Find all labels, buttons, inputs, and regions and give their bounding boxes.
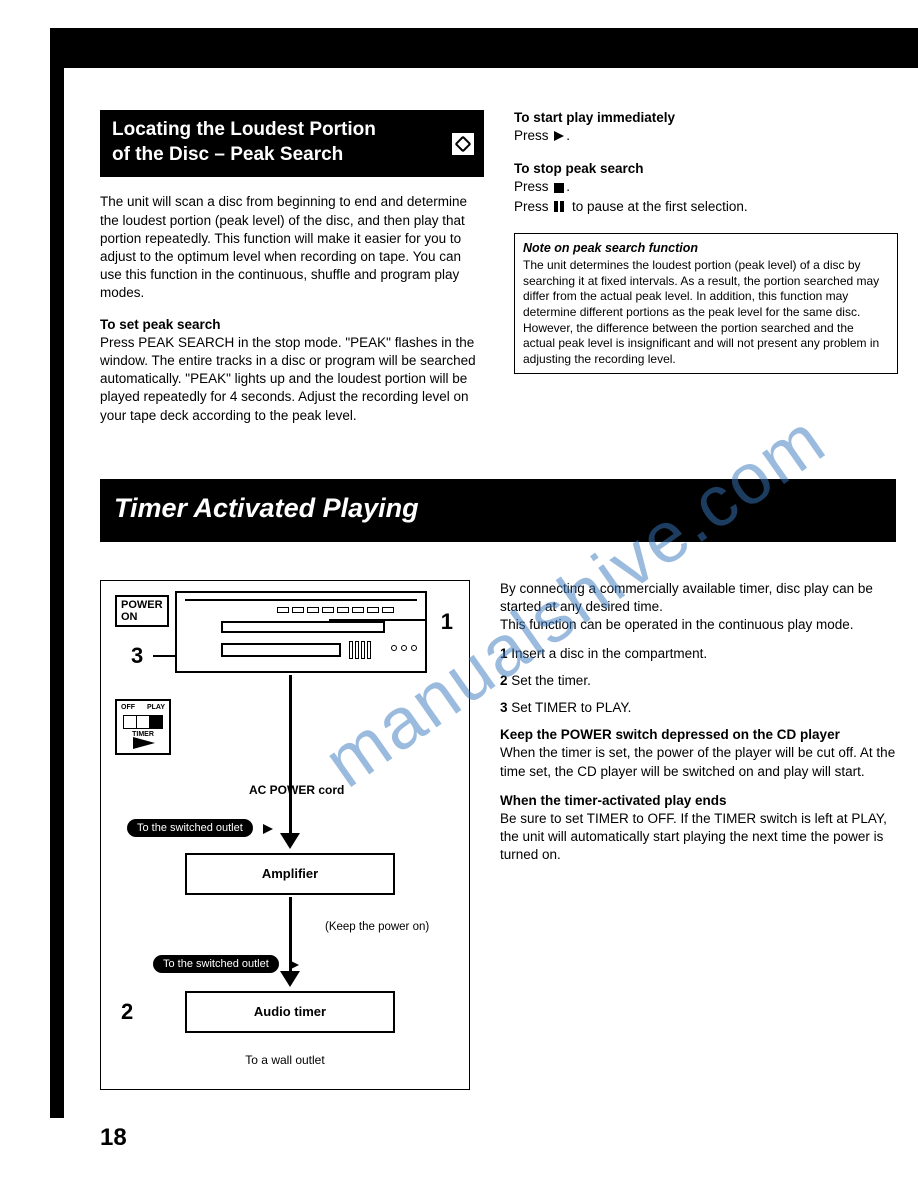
step-2: 2 Set the timer. xyxy=(500,673,898,688)
outlet-label-1: To the switched outlet xyxy=(127,819,253,837)
left-column: Locating the Loudest Portion of the Disc… xyxy=(100,110,484,439)
step-3-num: 3 xyxy=(500,700,508,715)
start-suffix: . xyxy=(566,128,570,143)
section-1-header: Locating the Loudest Portion of the Disc… xyxy=(100,110,484,177)
step-1-text: Insert a disc in the compartment. xyxy=(511,646,707,661)
play-ends-heading: When the timer-activated play ends xyxy=(500,793,898,808)
page-content: Locating the Loudest Portion of the Disc… xyxy=(100,110,898,1090)
diagram-number-1: 1 xyxy=(441,609,453,635)
wall-outlet-label: To a wall outlet xyxy=(101,1053,469,1067)
step-1-num: 1 xyxy=(500,646,508,661)
connection-diagram: POWER ON 1 3 OFF PLAY TIMER xyxy=(100,580,470,1090)
amplifier-box: Amplifier xyxy=(185,853,395,895)
timer-intro-1: By connecting a commercially available t… xyxy=(500,581,873,614)
power-label-2: ON xyxy=(121,611,138,623)
start-play-heading: To start play immediately xyxy=(514,110,898,125)
arrow-down-1 xyxy=(280,833,300,849)
keep-power-body: When the timer is set, the power of the … xyxy=(500,744,898,780)
switch-play-label: PLAY xyxy=(147,704,165,711)
stop-line-2: Press to pause at the first selection. xyxy=(514,198,898,217)
callout-line-1 xyxy=(329,619,425,621)
right-column: To start play immediately Press . To sto… xyxy=(514,110,898,439)
note-title: Note on peak search function xyxy=(523,240,889,256)
audio-timer-box: Audio timer xyxy=(185,991,395,1033)
section-1-columns: Locating the Loudest Portion of the Disc… xyxy=(100,110,898,439)
note-body: The unit determines the loudest portion … xyxy=(523,258,889,367)
stop2-suffix: to pause at the first selection. xyxy=(568,199,747,214)
ac-power-cord-label: AC POWER cord xyxy=(249,783,344,797)
feature-icon xyxy=(452,133,474,155)
stop-peak-heading: To stop peak search xyxy=(514,161,898,176)
section-1-title-line-1: Locating the Loudest Portion xyxy=(112,119,376,140)
diagram-number-3: 3 xyxy=(131,643,143,669)
start-prefix: Press xyxy=(514,128,552,143)
callout-line-3 xyxy=(153,655,177,657)
timer-switch-drawing: OFF PLAY TIMER xyxy=(115,699,171,755)
timer-row: POWER ON 1 3 OFF PLAY TIMER xyxy=(100,580,898,1090)
section-2-title: Timer Activated Playing xyxy=(114,493,882,524)
set-peak-heading: To set peak search xyxy=(100,317,484,332)
section-1-intro: The unit will scan a disc from beginning… xyxy=(100,193,484,302)
timer-text-column: By connecting a commercially available t… xyxy=(500,580,898,1090)
power-on-label: POWER ON xyxy=(115,595,169,627)
timer-intro: By connecting a commercially available t… xyxy=(500,580,898,635)
arrow-shaft-1 xyxy=(289,675,292,835)
arrow-down-2 xyxy=(280,971,300,987)
top-black-bar xyxy=(50,28,918,68)
stop1-suffix: . xyxy=(566,179,570,194)
step-2-num: 2 xyxy=(500,673,508,688)
play-ends-body: Be sure to set TIMER to OFF. If the TIME… xyxy=(500,810,898,865)
diagram-number-2: 2 xyxy=(121,999,133,1025)
section-2-header: Timer Activated Playing xyxy=(100,479,896,542)
left-margin-bar xyxy=(50,68,64,1118)
start-play-body: Press . xyxy=(514,127,898,145)
switch-arrow-icon xyxy=(133,737,155,749)
switch-off-label: OFF xyxy=(121,704,135,711)
keep-power-label: (Keep the power on) xyxy=(325,921,429,933)
step-3: 3 Set TIMER to PLAY. xyxy=(500,700,898,715)
outlet-label-2: To the switched outlet xyxy=(153,955,279,973)
step-3-text: Set TIMER to PLAY. xyxy=(511,700,631,715)
cd-player-drawing xyxy=(175,591,427,673)
stop2-prefix: Press xyxy=(514,199,552,214)
timer-intro-2: This function can be operated in the con… xyxy=(500,617,853,632)
set-peak-body: Press PEAK SEARCH in the stop mode. "PEA… xyxy=(100,334,484,425)
note-box: Note on peak search function The unit de… xyxy=(514,233,898,374)
outlet-tail-1 xyxy=(263,824,273,834)
stop1-prefix: Press xyxy=(514,179,552,194)
stop-icon xyxy=(554,183,564,193)
step-2-text: Set the timer. xyxy=(511,673,591,688)
keep-power-heading: Keep the POWER switch depressed on the C… xyxy=(500,727,898,742)
power-label-1: POWER xyxy=(121,599,163,611)
step-1: 1 Insert a disc in the compartment. xyxy=(500,646,898,661)
stop-line-1: Press . xyxy=(514,178,898,196)
outlet-tail-2 xyxy=(289,960,299,970)
section-1-title-line-2: of the Disc – Peak Search xyxy=(112,144,343,165)
page-number: 18 xyxy=(100,1124,127,1152)
play-icon xyxy=(554,131,564,141)
pause-icon xyxy=(554,199,566,217)
